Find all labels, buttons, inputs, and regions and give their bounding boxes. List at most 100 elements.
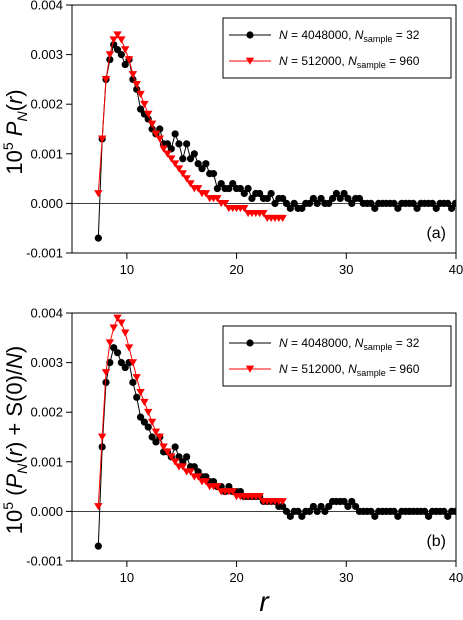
data-point: [186, 155, 195, 163]
data-point: [259, 209, 268, 218]
data-point: [282, 507, 291, 515]
y-axis-label: 105 PN(r): [0, 89, 30, 174]
data-point: [367, 199, 375, 207]
data-point: [367, 507, 375, 515]
data-point: [124, 344, 134, 352]
legend-entry: N = 4048000, Nsample = 32: [229, 336, 420, 352]
panel-label: (a): [426, 225, 446, 242]
data-point: [186, 180, 195, 188]
y-tick-label: 0.001: [30, 146, 63, 161]
data-point: [286, 512, 294, 520]
data-point: [328, 194, 337, 203]
data-point: [193, 473, 203, 481]
data-point: [186, 468, 195, 476]
legend: N = 4048000, Nsample = 32 N = 512000, Nsa…: [222, 325, 452, 387]
data-point: [290, 199, 298, 207]
data-point: [113, 314, 122, 322]
data-point: [113, 349, 122, 357]
data-point: [444, 512, 452, 520]
data-point: [147, 120, 157, 128]
data-point: [194, 160, 202, 168]
data-point: [97, 433, 107, 441]
data-point: [279, 194, 287, 203]
legend-label: N = 4048000, Nsample = 32: [279, 28, 420, 44]
data-point: [167, 453, 176, 461]
data-point: [236, 184, 245, 193]
data-point: [220, 200, 230, 208]
data-point: [117, 51, 125, 59]
data-point: [94, 234, 102, 242]
data-point: [133, 393, 141, 401]
data-point: [240, 205, 249, 213]
x-axis-label: r: [259, 586, 270, 617]
data-point: [451, 507, 456, 515]
legend-box: [222, 17, 452, 79]
data-point: [144, 423, 152, 431]
data-point: [144, 110, 153, 118]
data-point: [244, 184, 252, 193]
data-point: [202, 160, 210, 168]
data-point: [144, 408, 153, 416]
data-point: [179, 155, 187, 163]
data-point: [413, 204, 421, 212]
data-point: [451, 199, 456, 207]
data-point: [175, 140, 183, 148]
data-point: [101, 76, 111, 84]
svg-text:105 (PN(r) + S(0)/N): 105 (PN(r) + S(0)/N): [0, 346, 30, 535]
data-point: [340, 189, 348, 198]
data-point: [117, 359, 125, 367]
x-tick-label: 10: [120, 262, 134, 277]
data-point: [348, 199, 356, 207]
data-point: [282, 199, 291, 207]
data-point: [171, 443, 179, 451]
data-point: [245, 365, 255, 373]
data-point: [159, 145, 168, 153]
data-point: [228, 488, 237, 496]
data-point: [97, 135, 107, 143]
y-tick-label: 0.003: [30, 47, 63, 62]
y-axis-label: 105 (PN(r) + S(0)/N): [0, 346, 30, 535]
data-point: [117, 319, 126, 327]
svg-text:105 PN(r): 105 PN(r): [0, 89, 30, 174]
y-tick-label: -0.001: [26, 246, 63, 261]
data-point: [151, 428, 161, 436]
plot-area: [94, 31, 456, 242]
data-point: [225, 184, 233, 193]
data-point: [129, 378, 137, 387]
data-point: [136, 90, 145, 99]
data-point: [352, 502, 360, 511]
data-point: [163, 448, 172, 456]
data-point: [340, 497, 348, 506]
legend-entry: N = 512000, Nsample = 960: [229, 54, 420, 70]
data-point: [121, 46, 130, 54]
x-tick-label: 40: [449, 570, 463, 585]
data-point: [102, 378, 110, 387]
legend-entry: N = 512000, Nsample = 960: [229, 362, 420, 378]
data-point: [94, 542, 102, 550]
plot-area: [94, 314, 456, 550]
x-tick-label: 40: [449, 262, 463, 277]
data-point: [117, 36, 126, 44]
data-point: [305, 199, 314, 207]
data-point: [106, 359, 114, 367]
data-point: [371, 204, 379, 212]
data-point: [344, 502, 352, 511]
data-point: [148, 433, 156, 441]
y-tick-label: 0.002: [30, 405, 63, 420]
data-point: [183, 453, 191, 461]
data-point: [309, 194, 317, 203]
data-point: [325, 502, 333, 511]
data-point: [424, 512, 433, 520]
data-point: [448, 204, 456, 212]
data-point: [190, 150, 198, 158]
data-point: [256, 189, 264, 198]
data-point: [298, 204, 306, 212]
data-point: [267, 189, 275, 198]
data-point: [183, 140, 191, 148]
data-point: [163, 150, 172, 158]
series-red: [94, 314, 287, 511]
data-point: [344, 194, 352, 203]
data-point: [151, 130, 161, 138]
data-point: [263, 194, 271, 203]
